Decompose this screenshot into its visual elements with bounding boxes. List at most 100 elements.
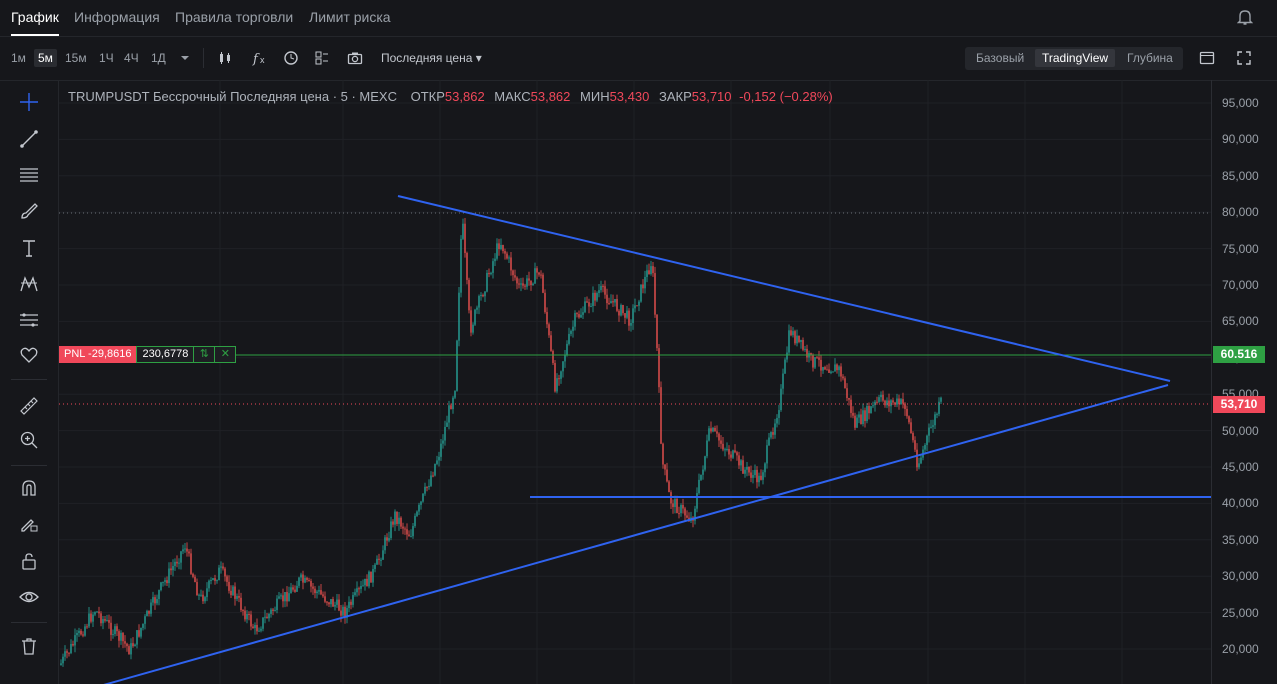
candle-body: [414, 515, 416, 527]
trash-icon[interactable]: [19, 636, 39, 656]
candle-body: [92, 614, 94, 622]
candle-body: [564, 355, 566, 362]
candle-body: [316, 591, 318, 594]
candle-body: [530, 280, 532, 286]
candle-body: [146, 610, 148, 617]
pencil-lock-icon[interactable]: [19, 514, 39, 534]
zoom-in-icon[interactable]: [19, 430, 39, 450]
chevron-down-icon[interactable]: [177, 50, 193, 66]
candle-body: [540, 274, 542, 276]
candle-body: [148, 610, 150, 614]
candle-body: [162, 581, 164, 583]
candle-body: [280, 595, 282, 597]
candle-body: [766, 445, 768, 464]
candle-body: [534, 268, 536, 284]
alert-clock-icon[interactable]: [283, 50, 299, 66]
fullscreen-icon[interactable]: [1236, 50, 1252, 66]
pattern-icon[interactable]: [19, 274, 39, 294]
candle-body: [810, 353, 812, 355]
last-price-label: 53,710: [1213, 396, 1265, 413]
candle-body: [342, 606, 344, 616]
candle-body: [468, 279, 470, 311]
price-type-select[interactable]: Последняя цена ▾: [381, 51, 482, 65]
candle-body: [888, 400, 890, 407]
candle-body: [512, 270, 514, 276]
timeframe-15m[interactable]: 15м: [65, 51, 87, 65]
price-chart[interactable]: [59, 80, 1211, 684]
camera-icon[interactable]: [347, 50, 363, 66]
candle-body: [262, 617, 264, 629]
candle-body: [356, 588, 358, 593]
candle-body: [312, 586, 314, 589]
position-price-label: 60.516: [1213, 346, 1265, 363]
view-depth[interactable]: Глубина: [1127, 51, 1173, 65]
candle-body: [478, 296, 480, 308]
candle-body: [274, 610, 276, 612]
candle-body: [484, 291, 486, 297]
position-pnl-widget: PNL -29,8616 230,6778 ⇅ ✕: [59, 346, 237, 363]
tab-trading-rules[interactable]: Правила торговли: [175, 9, 294, 25]
candle-body: [576, 313, 578, 315]
candle-body: [368, 571, 370, 587]
tab-risk-limit[interactable]: Лимит риска: [309, 9, 391, 25]
candle-body: [812, 354, 814, 368]
text-icon[interactable]: [19, 238, 39, 258]
reverse-position-icon[interactable]: ⇅: [194, 346, 216, 363]
layout-icon[interactable]: [314, 50, 330, 66]
candle-body: [66, 651, 68, 653]
horizontal-lines-icon[interactable]: [19, 165, 39, 185]
candle-body: [372, 568, 374, 583]
heart-icon[interactable]: [19, 345, 39, 365]
candle-body: [364, 578, 366, 586]
eye-icon[interactable]: [19, 587, 39, 607]
candle-body: [392, 521, 394, 525]
timeframe-1h[interactable]: 1Ч: [99, 51, 114, 65]
candle-body: [836, 364, 838, 371]
crosshair-icon[interactable]: [19, 92, 39, 112]
tab-info[interactable]: Информация: [74, 9, 160, 25]
candle-body: [526, 278, 528, 287]
timeframe-4h[interactable]: 4Ч: [124, 51, 139, 65]
candle-body: [562, 361, 564, 372]
candle-body: [882, 394, 884, 401]
candle-body: [570, 330, 572, 334]
candle-body: [552, 350, 554, 364]
candle-body: [222, 566, 224, 569]
candle-body: [848, 398, 850, 400]
top-tab-bar: График Информация Правила торговли Лимит…: [0, 0, 1277, 37]
timeframe-1d[interactable]: 1Д: [151, 51, 166, 65]
tab-chart[interactable]: График: [11, 9, 59, 36]
ruler-icon[interactable]: [19, 396, 39, 416]
candle-body: [872, 405, 874, 407]
candle-body: [668, 481, 670, 493]
trend-line-icon[interactable]: [19, 129, 39, 149]
candle-body: [270, 609, 272, 614]
candle-body: [596, 293, 598, 301]
candle-body: [892, 400, 894, 403]
price-axis[interactable]: [1211, 80, 1277, 684]
close-position-icon[interactable]: ✕: [215, 346, 237, 363]
magnet-icon[interactable]: [19, 478, 39, 498]
candle-body: [604, 286, 606, 295]
candle-body: [638, 301, 640, 306]
candle-body: [188, 551, 190, 554]
brush-icon[interactable]: [19, 201, 39, 221]
lock-icon[interactable]: [19, 551, 39, 571]
bell-icon[interactable]: [1237, 8, 1253, 26]
view-basic[interactable]: Базовый: [976, 51, 1025, 65]
measure-lines-icon[interactable]: [19, 310, 39, 330]
candle-body: [598, 290, 600, 294]
timeframe-5m[interactable]: 5м: [34, 49, 57, 67]
candle-body: [522, 283, 524, 286]
candle-body: [840, 366, 842, 377]
open-value: 53,862: [444, 89, 485, 104]
view-tradingview[interactable]: TradingView: [1035, 49, 1116, 67]
candle-body: [712, 427, 714, 432]
timeframe-1m[interactable]: 1м: [11, 51, 26, 65]
candles-icon[interactable]: [217, 50, 233, 66]
candle-body: [782, 373, 784, 389]
candle-body: [390, 521, 392, 539]
window-icon[interactable]: [1199, 50, 1215, 66]
view-switcher: Базовый TradingView Глубина: [965, 47, 1183, 70]
